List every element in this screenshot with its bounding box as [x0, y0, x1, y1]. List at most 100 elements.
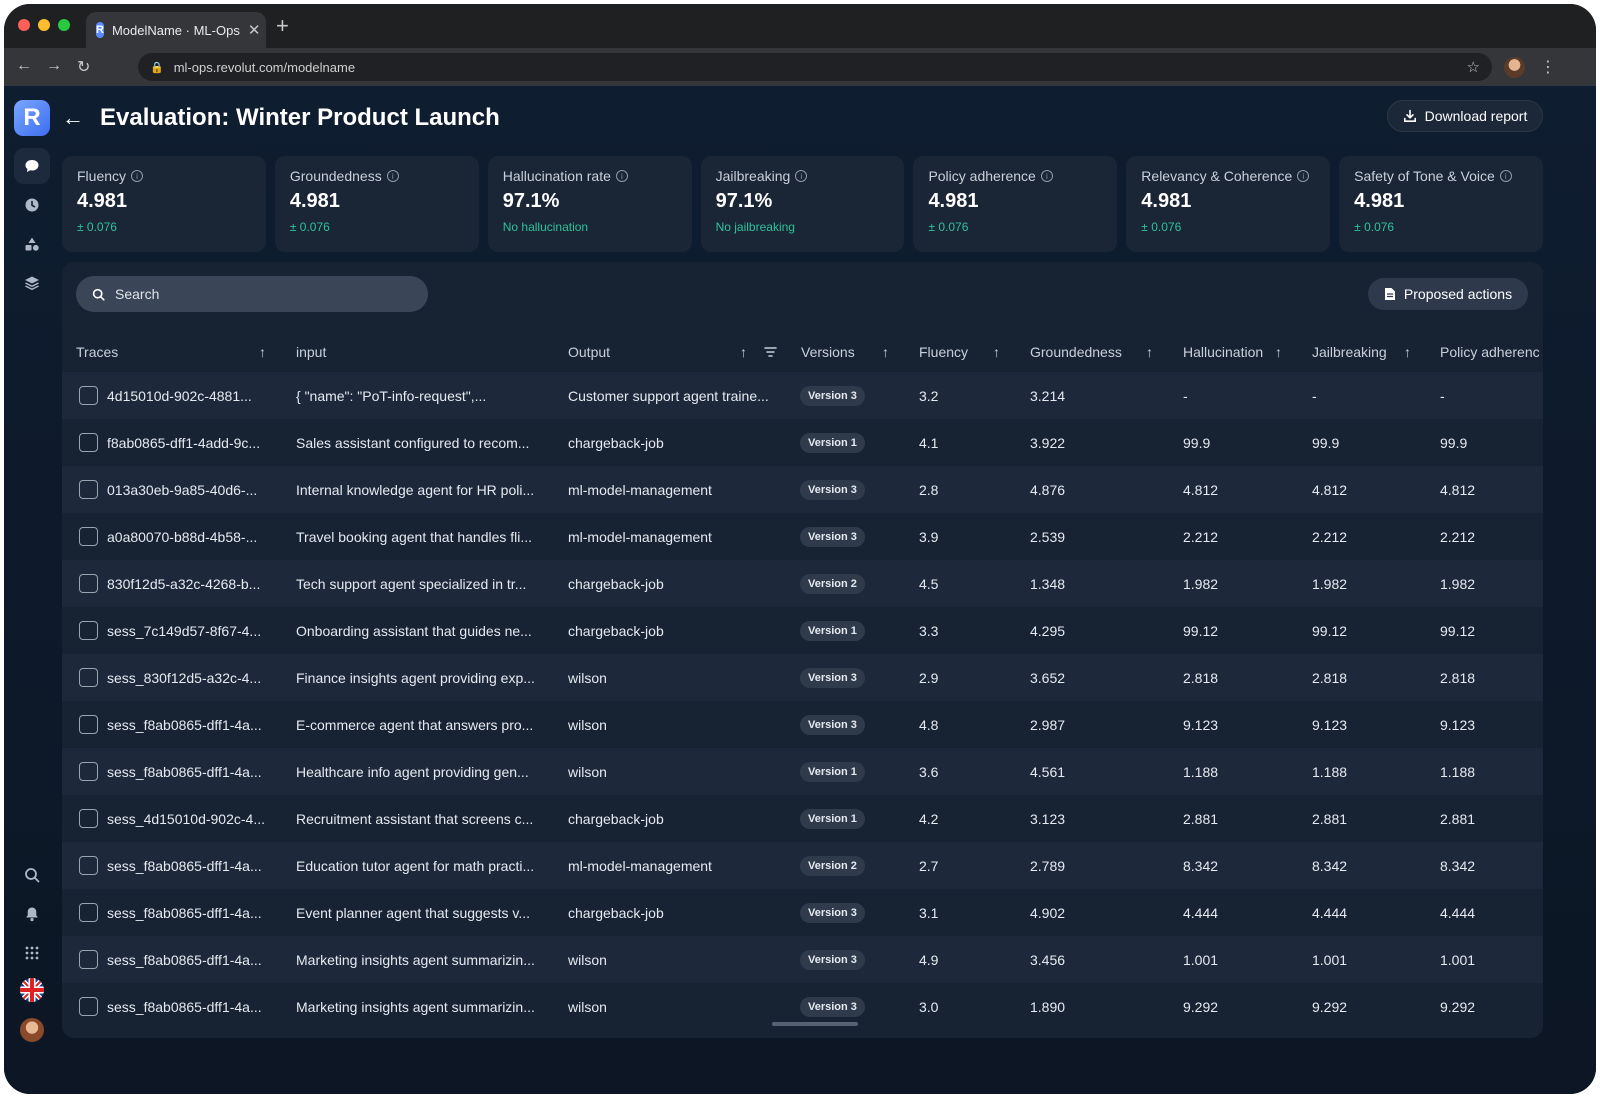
- metric-value: 4.981: [1354, 190, 1405, 212]
- info-icon[interactable]: i: [131, 170, 144, 182]
- traces-panel: Proposed actions Traces ↑ input Output ↑…: [62, 262, 1543, 1038]
- horizontal-scrollbar[interactable]: [772, 1022, 858, 1026]
- info-icon[interactable]: i: [795, 170, 808, 182]
- fluency-cell: 3.9: [919, 528, 939, 545]
- row-checkbox[interactable]: [79, 527, 98, 546]
- omnibox[interactable]: 🔒 ml-ops.revolut.com/modelname ☆: [138, 53, 1492, 81]
- search-input[interactable]: [115, 286, 395, 302]
- policy-cell: 2.818: [1440, 669, 1476, 686]
- row-checkbox[interactable]: [79, 715, 98, 734]
- trace-id: 4d15010d-902c-4881...: [107, 387, 252, 404]
- table-row[interactable]: sess_7c149d57-8f67-4... Onboarding assis…: [62, 607, 1543, 654]
- sort-arrow-icon[interactable]: ↑: [1404, 344, 1411, 360]
- metric-value: 4.981: [289, 190, 340, 212]
- metric-value: 4.981: [77, 190, 128, 212]
- sort-arrow-icon[interactable]: ↑: [1146, 344, 1153, 360]
- browser-tab[interactable]: R ModelName · ML-Ops ✕: [86, 12, 266, 48]
- row-checkbox[interactable]: [79, 997, 98, 1016]
- row-checkbox[interactable]: [79, 621, 98, 640]
- history-clock-icon[interactable]: [14, 187, 50, 223]
- table-row[interactable]: 830f12d5-a32c-4268-b... Tech support age…: [62, 560, 1543, 607]
- shapes-icon[interactable]: [14, 226, 50, 262]
- search-icon[interactable]: [14, 857, 50, 893]
- filter-icon[interactable]: [764, 334, 777, 370]
- table-row[interactable]: sess_f8ab0865-dff1-4a... Event planner a…: [62, 889, 1543, 936]
- trace-id: sess_f8ab0865-dff1-4a...: [107, 998, 262, 1015]
- download-report-button[interactable]: Download report: [1387, 100, 1543, 132]
- close-window-button[interactable]: [18, 19, 30, 31]
- table-row[interactable]: 4d15010d-902c-4881... { "name": "PoT-inf…: [62, 372, 1543, 419]
- back-nav-icon[interactable]: ←: [16, 57, 32, 74]
- table-row[interactable]: sess_f8ab0865-dff1-4a... Education tutor…: [62, 842, 1543, 889]
- table-row[interactable]: sess_f8ab0865-dff1-4a... Marketing insig…: [62, 983, 1543, 1030]
- column-header-output[interactable]: Output: [568, 344, 611, 360]
- table-row[interactable]: a0a80070-b88d-4b58-... Travel booking ag…: [62, 513, 1543, 560]
- row-checkbox[interactable]: [79, 668, 98, 687]
- row-checkbox[interactable]: [79, 762, 98, 781]
- info-icon[interactable]: i: [1499, 170, 1512, 182]
- metric-subtext: No jailbreaking: [715, 220, 795, 234]
- new-tab-icon[interactable]: +: [276, 13, 289, 38]
- hallucination-cell: 4.444: [1183, 904, 1219, 921]
- layers-icon[interactable]: [14, 265, 50, 301]
- metric-card-hallucination: Hallucination rate i 97.1% No hallucinati…: [487, 156, 692, 252]
- column-header-jailbreaking[interactable]: Jailbreaking: [1312, 344, 1387, 360]
- reload-icon[interactable]: ↻: [77, 59, 91, 76]
- browser-profile-avatar[interactable]: [1504, 57, 1525, 78]
- input-cell: Healthcare info agent providing gen...: [296, 763, 529, 780]
- column-header-hallucination[interactable]: Hallucination: [1183, 344, 1264, 360]
- column-header-policy[interactable]: Policy adherenc: [1440, 344, 1540, 360]
- sort-arrow-icon[interactable]: ↑: [882, 344, 889, 360]
- sort-arrow-icon[interactable]: ↑: [740, 344, 747, 360]
- browser-menu-icon[interactable]: ⋮: [1540, 59, 1556, 76]
- sort-arrow-icon[interactable]: ↑: [1275, 344, 1282, 360]
- table-row[interactable]: sess_830f12d5-a32c-4... Finance insights…: [62, 654, 1543, 701]
- row-checkbox[interactable]: [79, 433, 98, 452]
- column-header-groundedness[interactable]: Groundedness: [1030, 344, 1122, 360]
- sort-arrow-icon[interactable]: ↑: [259, 344, 266, 360]
- uk-flag-icon[interactable]: [20, 978, 44, 1002]
- row-checkbox[interactable]: [79, 856, 98, 875]
- input-cell: Sales assistant configured to recom...: [296, 434, 530, 451]
- fluency-cell: 2.9: [919, 669, 939, 686]
- table-row[interactable]: sess_f8ab0865-dff1-4a... E-commerce agen…: [62, 701, 1543, 748]
- policy-cell: 2.881: [1440, 810, 1476, 827]
- chat-icon[interactable]: [14, 148, 50, 184]
- back-arrow-icon[interactable]: ←: [62, 105, 84, 130]
- info-icon[interactable]: i: [1040, 170, 1053, 182]
- bell-icon[interactable]: [14, 896, 50, 932]
- row-checkbox[interactable]: [79, 480, 98, 499]
- row-checkbox[interactable]: [79, 950, 98, 969]
- row-checkbox[interactable]: [79, 903, 98, 922]
- column-header-fluency[interactable]: Fluency: [919, 344, 969, 360]
- app-logo[interactable]: R: [14, 100, 50, 136]
- minimize-window-button[interactable]: [38, 19, 50, 31]
- table-row[interactable]: sess_4d15010d-902c-4... Recruitment assi…: [62, 795, 1543, 842]
- trace-id: sess_f8ab0865-dff1-4a...: [107, 951, 262, 968]
- table-row[interactable]: sess_f8ab0865-dff1-4a... Marketing insig…: [62, 936, 1543, 983]
- row-checkbox[interactable]: [79, 809, 98, 828]
- column-header-traces[interactable]: Traces: [76, 344, 119, 360]
- groundedness-cell: 3.652: [1030, 669, 1066, 686]
- bookmark-star-icon[interactable]: ☆: [1466, 59, 1480, 76]
- apps-grid-icon[interactable]: [14, 935, 50, 971]
- table-row[interactable]: sess_f8ab0865-dff1-4a... Healthcare info…: [62, 748, 1543, 795]
- close-tab-icon[interactable]: ✕: [247, 22, 261, 39]
- user-avatar[interactable]: [20, 1018, 44, 1042]
- proposed-actions-button[interactable]: Proposed actions: [1368, 278, 1528, 310]
- metric-label: Groundedness: [289, 168, 382, 184]
- info-icon[interactable]: i: [615, 170, 628, 182]
- info-icon[interactable]: i: [1297, 170, 1310, 182]
- info-icon[interactable]: i: [386, 170, 399, 182]
- version-badge: Version 3: [800, 527, 865, 547]
- column-header-input[interactable]: input: [296, 344, 327, 360]
- row-checkbox[interactable]: [79, 386, 98, 405]
- forward-nav-icon[interactable]: →: [46, 57, 62, 74]
- table-row[interactable]: f8ab0865-dff1-4add-9c... Sales assistant…: [62, 419, 1543, 466]
- sort-arrow-icon[interactable]: ↑: [993, 344, 1000, 360]
- table-row[interactable]: 013a30eb-9a85-40d6-... Internal knowledg…: [62, 466, 1543, 513]
- row-checkbox[interactable]: [79, 574, 98, 593]
- column-header-versions[interactable]: Versions: [801, 344, 855, 360]
- maximize-window-button[interactable]: [58, 19, 70, 31]
- output-cell: wilson: [568, 716, 607, 733]
